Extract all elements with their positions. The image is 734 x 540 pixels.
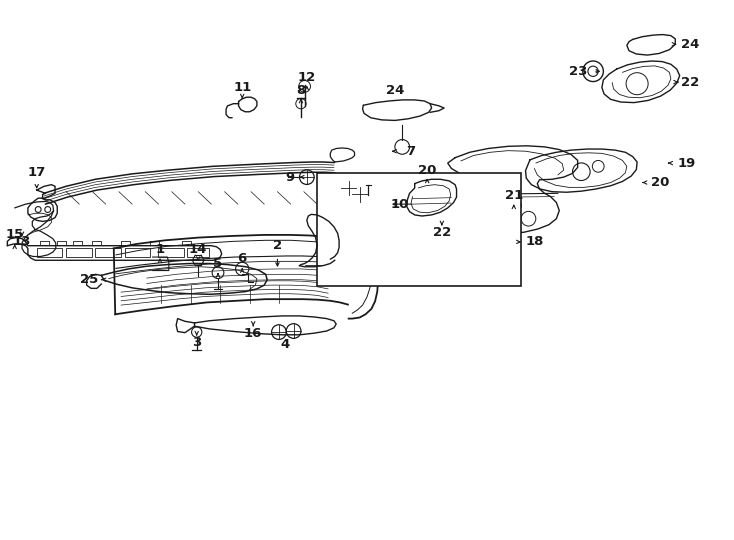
Text: 12: 12 <box>298 71 316 84</box>
Text: 22: 22 <box>433 226 451 239</box>
Bar <box>187 248 209 257</box>
Text: 10: 10 <box>390 198 410 211</box>
Text: 13: 13 <box>12 235 32 248</box>
Text: 23: 23 <box>569 65 588 78</box>
Bar <box>317 173 521 286</box>
Text: 3: 3 <box>192 336 201 349</box>
Text: 2: 2 <box>273 239 282 252</box>
Text: 20: 20 <box>651 176 670 189</box>
Bar <box>95 248 121 257</box>
Text: 20: 20 <box>418 164 437 177</box>
Text: 1: 1 <box>156 243 164 256</box>
Bar <box>125 248 150 257</box>
Text: 4: 4 <box>280 338 289 351</box>
Text: 7: 7 <box>407 145 415 158</box>
Text: 18: 18 <box>525 235 544 248</box>
Text: 6: 6 <box>238 252 247 265</box>
Text: 19: 19 <box>677 157 695 170</box>
Bar <box>37 248 62 257</box>
Text: 21: 21 <box>505 189 523 202</box>
Text: 25: 25 <box>81 273 98 286</box>
Text: 16: 16 <box>244 327 263 340</box>
Text: 5: 5 <box>214 257 222 270</box>
Text: 22: 22 <box>681 76 699 89</box>
Bar <box>158 248 184 257</box>
Text: 9: 9 <box>286 171 294 184</box>
Text: 14: 14 <box>189 243 208 256</box>
Text: 17: 17 <box>28 166 46 179</box>
Text: 15: 15 <box>6 228 23 241</box>
Text: 11: 11 <box>233 81 251 94</box>
Bar <box>66 248 92 257</box>
Text: 8: 8 <box>297 84 305 97</box>
Text: 24: 24 <box>680 38 700 51</box>
Text: 24: 24 <box>385 84 404 97</box>
